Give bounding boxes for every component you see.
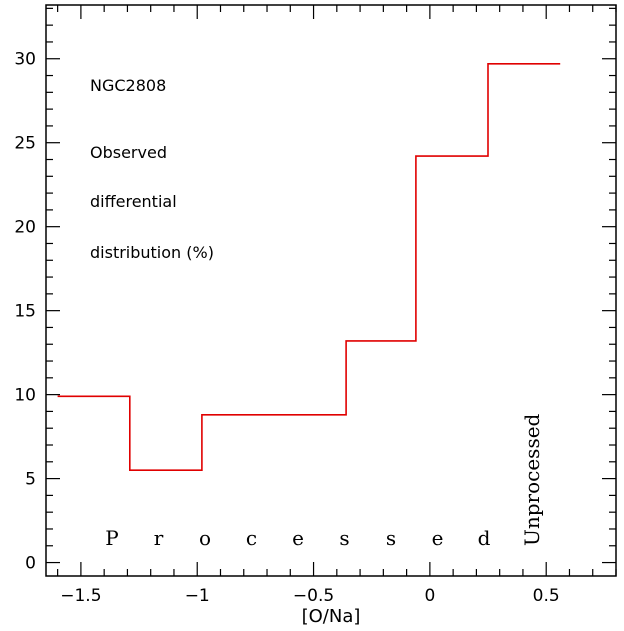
x-tick-label: −1.5 <box>60 586 101 606</box>
processed-letter: s <box>386 526 396 550</box>
cluster-label: NGC2808 <box>90 76 166 95</box>
axis-ticks <box>46 5 617 576</box>
step-line <box>57 63 561 471</box>
processed-letter: d <box>478 526 491 550</box>
plot-frame <box>45 4 617 577</box>
y-tick-label: 30 <box>14 50 36 70</box>
y-tick-label: 15 <box>14 302 36 322</box>
x-tick-label: −0.5 <box>293 586 334 606</box>
processed-letter: P <box>105 526 118 550</box>
y-tick-label: 10 <box>14 386 36 406</box>
processed-letter: e <box>432 526 444 550</box>
annotation-observed: Observed <box>90 143 167 162</box>
annotation-differential: differential <box>90 192 177 211</box>
x-tick-label: 0 <box>424 586 435 606</box>
y-tick-label: 25 <box>14 134 36 154</box>
x-axis-label: [O/Na] <box>302 606 361 627</box>
processed-letter: s <box>339 526 349 550</box>
y-tick-label: 5 <box>25 470 36 490</box>
processed-letter: e <box>292 526 304 550</box>
x-tick-label: −1 <box>185 586 210 606</box>
y-tick-label: 20 <box>14 218 36 238</box>
annotation-distribution: distribution (%) <box>90 243 214 262</box>
unprocessed-label: Unprocessed <box>520 413 544 546</box>
processed-letter: o <box>199 526 211 550</box>
processed-letter: r <box>154 526 164 550</box>
x-tick-label: 0.5 <box>533 586 560 606</box>
processed-letter: c <box>246 526 257 550</box>
tick-labels: −1.5 −1 −0.5 0 0.5 0 5 10 15 20 25 30 <box>14 50 559 606</box>
y-tick-label: 0 <box>25 554 36 574</box>
